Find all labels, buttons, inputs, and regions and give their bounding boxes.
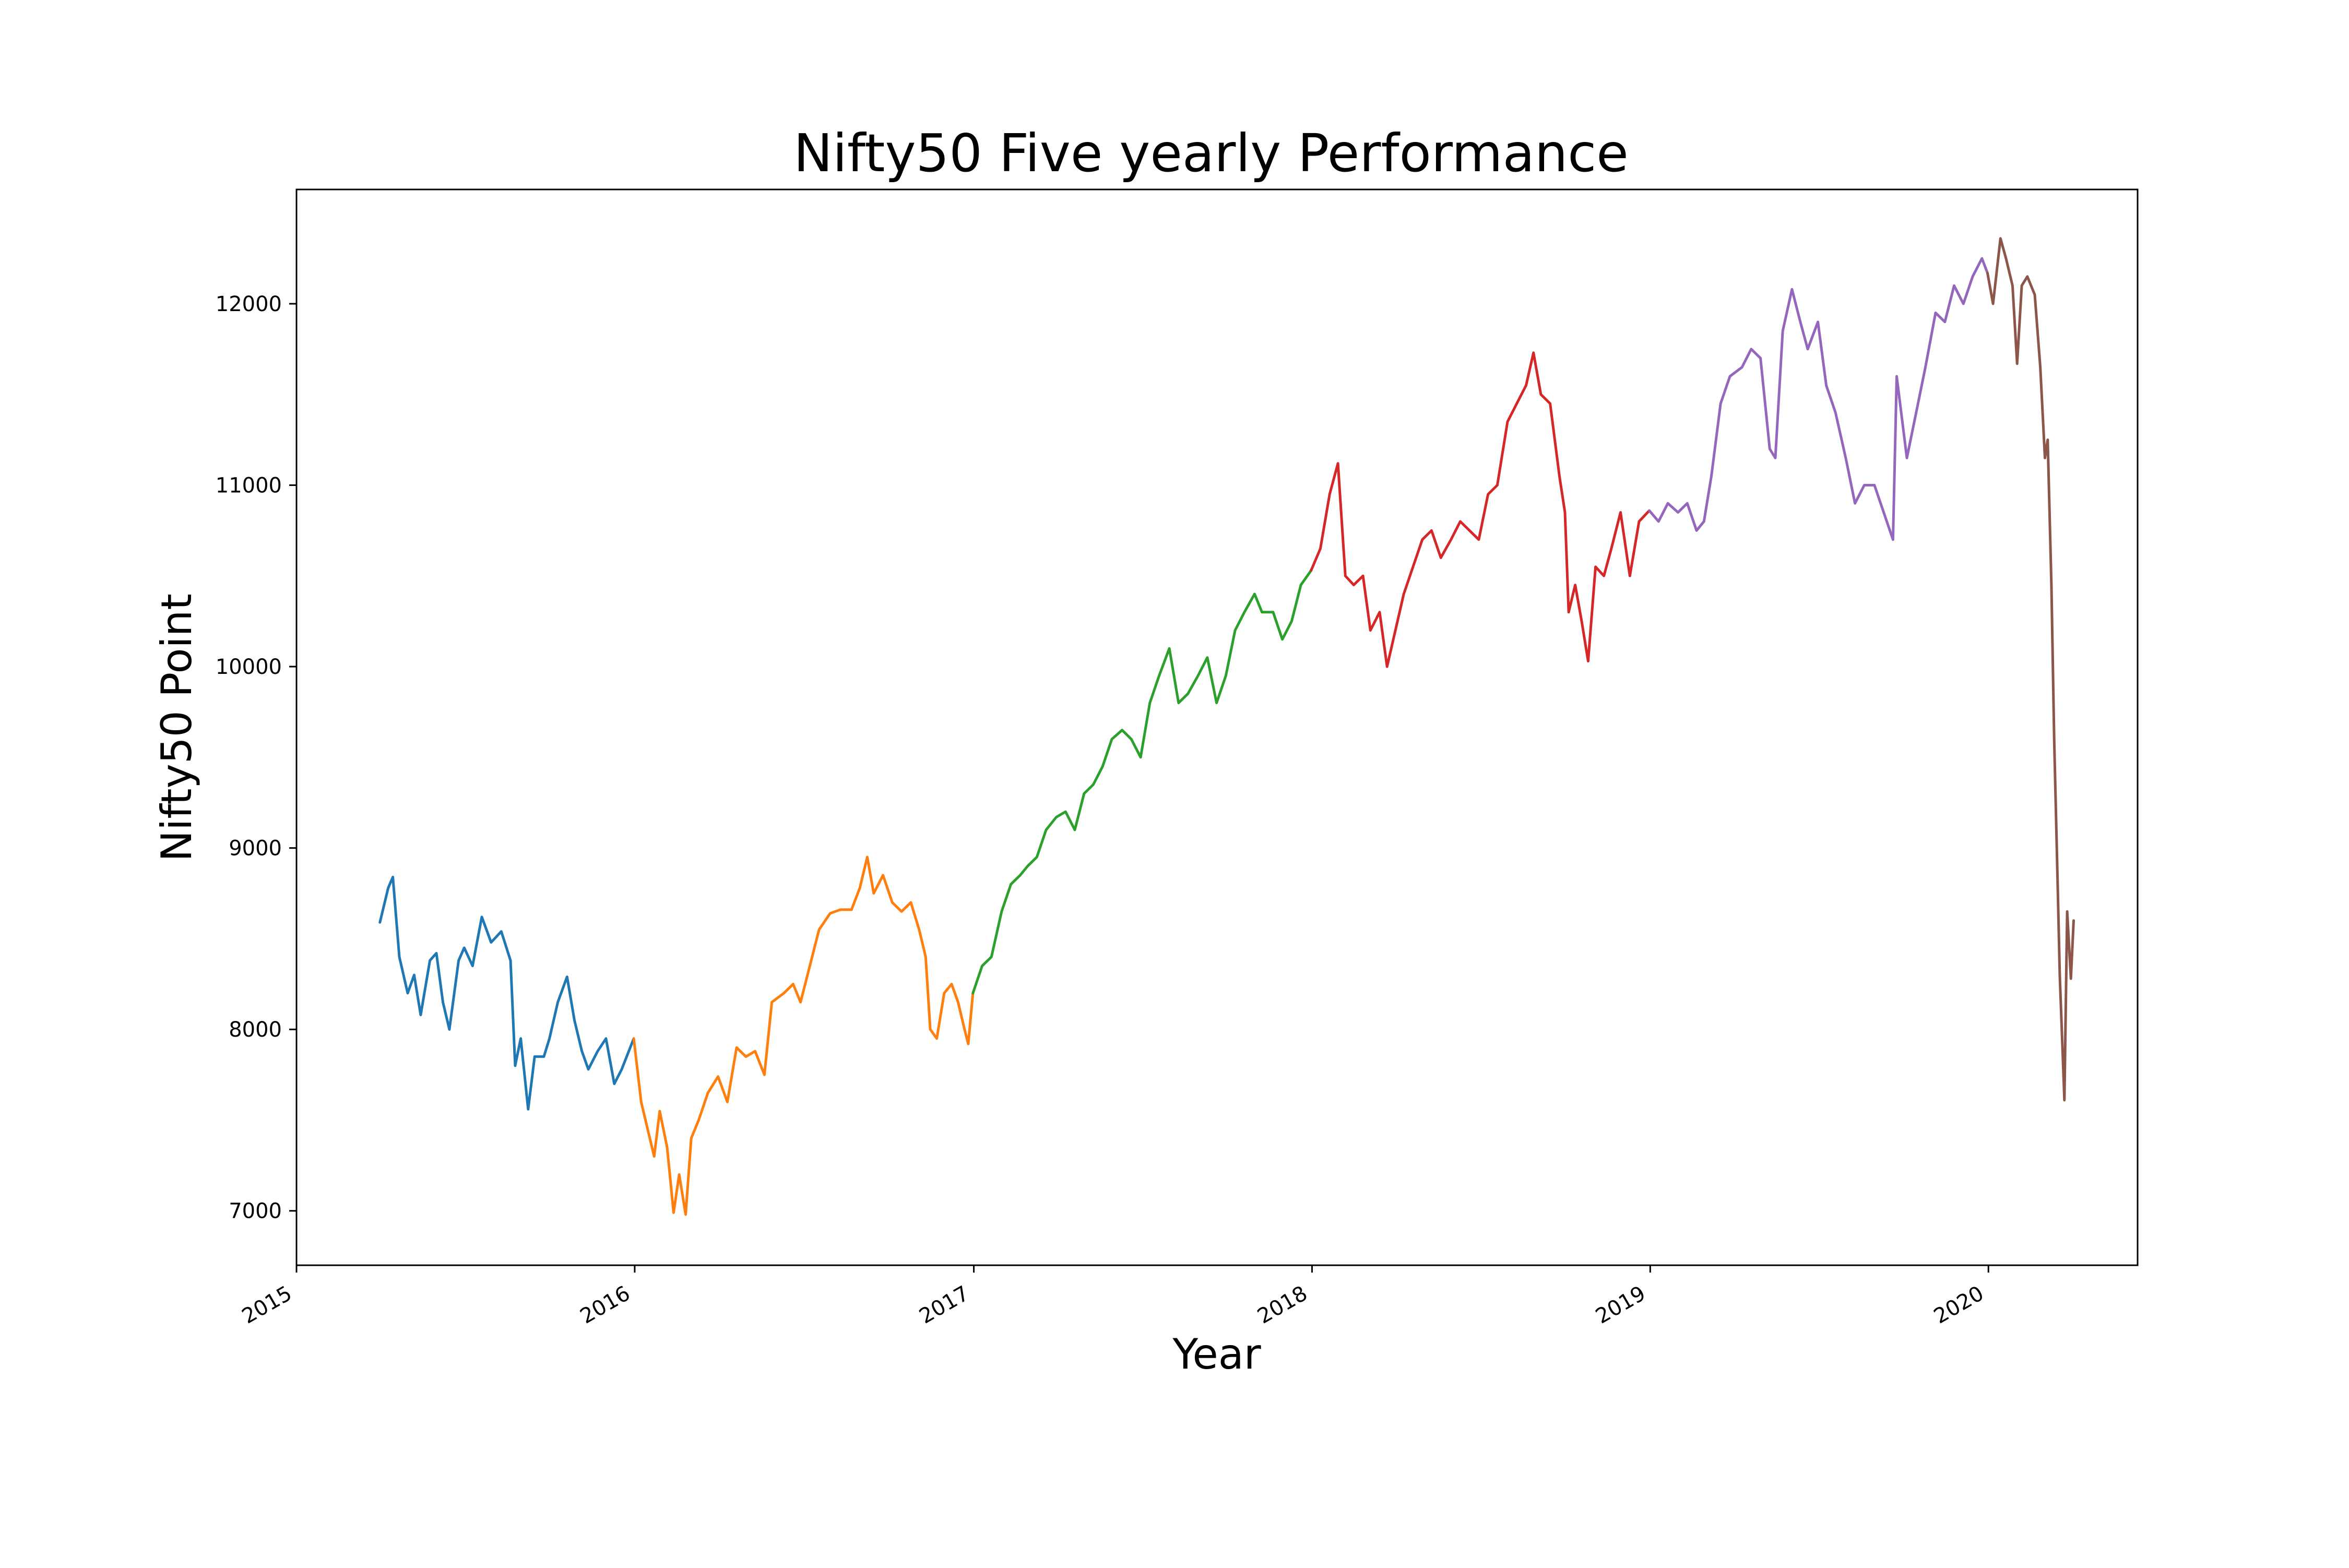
y-tick-label: 12000 [216,292,282,316]
x-tick-label: 2016 [576,1281,634,1329]
x-axis-label: Year [1172,1330,1261,1379]
y-axis: 7000 8000 9000 10000 11000 12000 [216,292,296,1223]
series-line-5 [1648,257,1989,541]
x-tick-label: 2019 [1592,1281,1650,1329]
x-tick-label: 2020 [1930,1281,1988,1329]
chart-title: Nifty50 Five yearly Performance [793,123,1629,184]
series-line-6 [1986,237,2075,1102]
plot-area [378,237,2075,1216]
series-line-1 [378,875,635,1111]
x-tick-label: 2015 [238,1281,296,1329]
x-axis: 2015 2016 2017 2018 2019 2020 [238,1265,1989,1329]
x-tick-label: 2017 [915,1281,973,1329]
x-tick-label: 2018 [1253,1281,1311,1329]
y-tick-label: 9000 [229,837,282,861]
y-tick-label: 10000 [216,655,282,679]
series-line-4 [1310,351,1651,668]
y-axis-label: Nifty50 Point [152,593,201,861]
series-line-3 [971,569,1313,995]
y-tick-label: 8000 [229,1018,282,1042]
y-tick-label: 11000 [216,474,282,498]
plot-frame [295,188,2139,1266]
series-line-2 [632,856,975,1216]
y-tick-label: 7000 [229,1199,282,1223]
